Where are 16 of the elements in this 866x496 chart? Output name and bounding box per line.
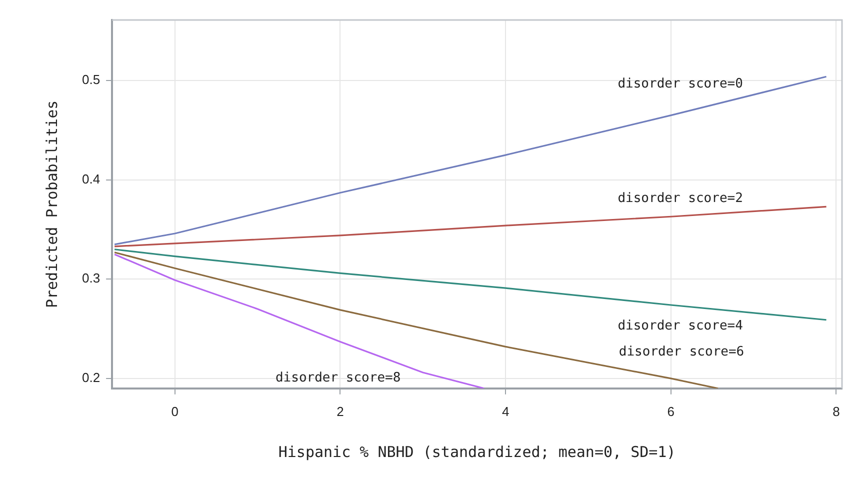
- y-tick-label: 0.4: [82, 171, 100, 186]
- series-label: disorder score=4: [618, 318, 744, 334]
- series-label: disorder score=0: [618, 76, 743, 92]
- series-label: disorder score=8: [275, 370, 401, 386]
- y-tick-label: 0.2: [82, 370, 100, 386]
- x-tick-label: 6: [667, 404, 674, 419]
- y-tick-label: 0.5: [82, 72, 100, 88]
- x-tick-label: 8: [832, 404, 840, 419]
- x-tick-label: 4: [502, 404, 510, 419]
- series-label: disorder score=6: [618, 344, 744, 360]
- x-axis-title: Hispanic % NBHD (standardized; mean=0, SD=1): [278, 442, 676, 461]
- series-label: disorder score=2: [618, 190, 743, 206]
- y-tick-label: 0.3: [82, 270, 100, 286]
- y-axis-title: Predicted Probabilities: [42, 100, 61, 308]
- x-tick-label: 2: [336, 404, 344, 419]
- x-tick-label: 0: [171, 404, 179, 419]
